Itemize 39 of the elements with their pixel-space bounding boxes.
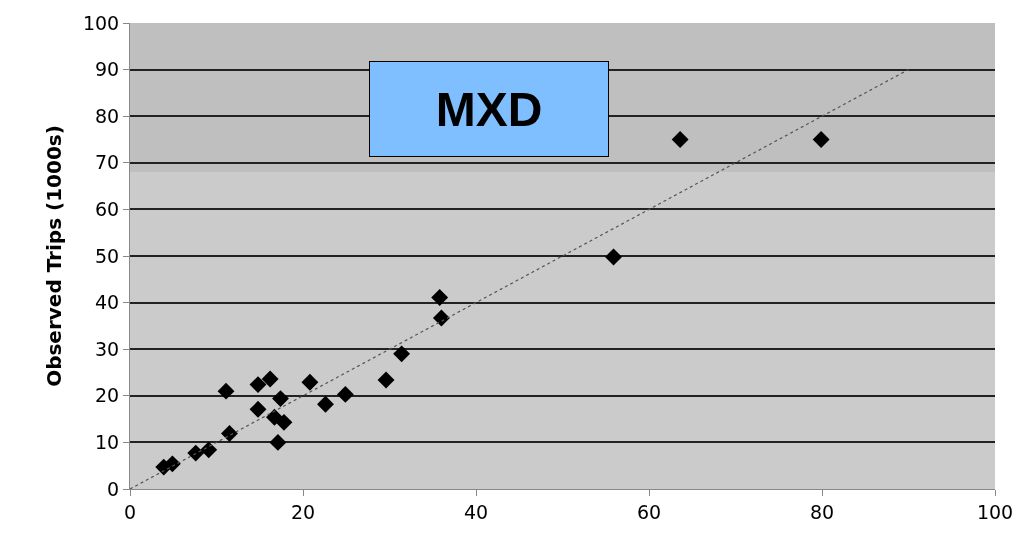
y-tick-label: 30 bbox=[95, 337, 120, 360]
point bbox=[317, 395, 334, 413]
y-tick-label: 80 bbox=[95, 104, 120, 127]
y-tick-label: 60 bbox=[95, 198, 120, 221]
point bbox=[200, 441, 218, 459]
y-tick-label: 0 bbox=[107, 477, 120, 500]
point bbox=[221, 425, 238, 442]
x-tick-label: 100 bbox=[976, 500, 1014, 523]
y-tick-label: 90 bbox=[95, 58, 120, 81]
x-tick-label: 0 bbox=[123, 500, 137, 523]
point bbox=[217, 382, 235, 400]
point bbox=[272, 390, 289, 408]
point bbox=[432, 309, 450, 327]
y-tick-label: 40 bbox=[95, 291, 120, 314]
point bbox=[336, 385, 354, 403]
point bbox=[393, 345, 411, 363]
y-tick-label: 20 bbox=[95, 384, 120, 407]
point bbox=[812, 131, 830, 148]
x-tick-label: 60 bbox=[636, 500, 662, 523]
point bbox=[261, 370, 279, 388]
y-axis-title: Observed Trips (1000s) bbox=[42, 125, 67, 387]
point bbox=[275, 413, 293, 431]
y-tick-label: 70 bbox=[95, 151, 120, 174]
point bbox=[605, 248, 622, 266]
point bbox=[301, 373, 319, 391]
point bbox=[187, 444, 205, 462]
point bbox=[431, 289, 449, 306]
y-tick-label: 50 bbox=[95, 244, 120, 267]
x-tick-label: 80 bbox=[809, 500, 835, 523]
point bbox=[249, 376, 267, 394]
point bbox=[249, 400, 267, 418]
y-tick-label: 100 bbox=[82, 11, 120, 34]
x-tick-label: 40 bbox=[463, 500, 489, 523]
point bbox=[377, 371, 395, 389]
annotation: MXD bbox=[435, 82, 543, 136]
x-tick-label: 20 bbox=[290, 500, 316, 523]
y-tick-label: 10 bbox=[95, 431, 120, 454]
point bbox=[671, 131, 689, 148]
point bbox=[269, 433, 287, 451]
